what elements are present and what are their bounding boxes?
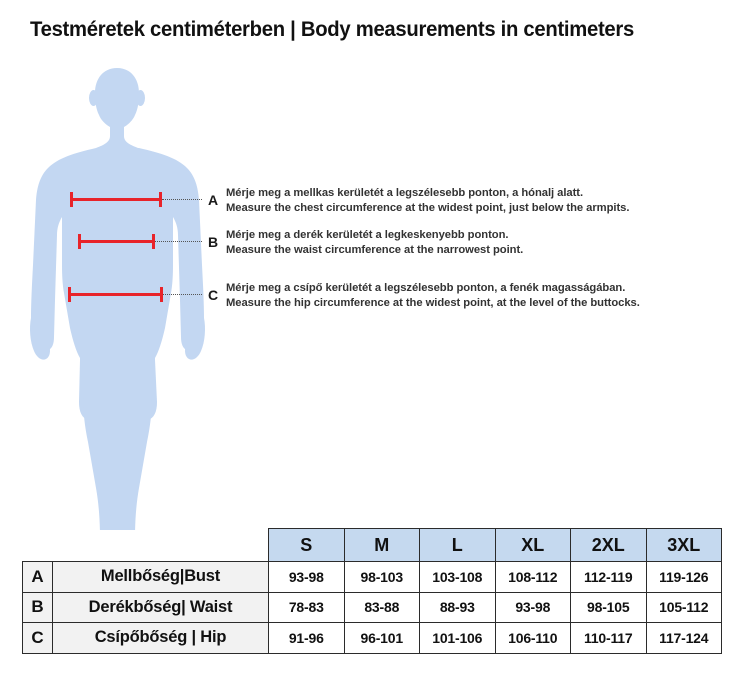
cell-bust-3xl: 119-126 <box>645 561 722 593</box>
leader-line-a <box>162 199 202 200</box>
cell-hip-2xl: 110-117 <box>570 622 647 654</box>
leader-line-b <box>155 241 202 242</box>
row-name-bust: Mellbőség|Bust <box>52 561 269 593</box>
size-header-m: M <box>343 528 420 562</box>
measure-line-b <box>78 240 155 243</box>
measure-letter-b: B <box>207 234 219 250</box>
description-b: Mérje meg a derék kerületét a legkeskeny… <box>226 228 726 258</box>
cell-bust-s: 93-98 <box>268 561 345 593</box>
cell-hip-m: 96-101 <box>343 622 420 654</box>
size-table: S M L XL 2XL 3XL A Mellbőség|Bust 93-98 … <box>22 528 722 654</box>
description-c-en: Measure the hip circumference at the wid… <box>226 297 640 309</box>
description-a: Mérje meg a mellkas kerületét a legszéle… <box>226 186 726 216</box>
cell-hip-xl: 106-110 <box>494 622 571 654</box>
size-header-l: L <box>419 528 496 562</box>
cell-waist-2xl: 98-105 <box>570 591 647 623</box>
cell-waist-3xl: 105-112 <box>645 591 722 623</box>
measure-cap-a-right <box>159 192 162 207</box>
header-spacer-letter <box>23 529 53 562</box>
cell-bust-2xl: 112-119 <box>570 561 647 593</box>
cell-waist-m: 83-88 <box>343 591 420 623</box>
table-row: C Csípőbőség | Hip 91-96 96-101 101-106 … <box>22 622 722 654</box>
row-name-hip: Csípőbőség | Hip <box>52 622 269 654</box>
table-header-row: S M L XL 2XL 3XL <box>23 528 722 562</box>
measure-cap-c-right <box>160 287 163 302</box>
row-letter-b: B <box>22 591 53 623</box>
measure-cap-a-left <box>70 192 73 207</box>
measure-cap-b-right <box>152 234 155 249</box>
size-header-xl: XL <box>494 528 571 562</box>
row-letter-a: A <box>22 561 53 593</box>
body-figure: A B C <box>0 60 250 530</box>
table-row: B Derékbőség| Waist 78-83 83-88 88-93 93… <box>22 591 722 623</box>
description-a-en: Measure the chest circumference at the w… <box>226 202 630 214</box>
table-row: A Mellbőség|Bust 93-98 98-103 103-108 10… <box>22 561 722 593</box>
cell-hip-l: 101-106 <box>419 622 496 654</box>
measure-cap-b-left <box>78 234 81 249</box>
cell-bust-xl: 108-112 <box>494 561 571 593</box>
row-letter-c: C <box>22 622 53 654</box>
size-header-s: S <box>268 528 345 562</box>
measure-letter-a: A <box>207 192 219 208</box>
row-name-waist: Derékbőség| Waist <box>52 591 269 623</box>
size-header-2xl: 2XL <box>570 528 647 562</box>
description-a-hu: Mérje meg a mellkas kerületét a legszéle… <box>226 187 584 199</box>
measure-line-a <box>70 198 162 201</box>
cell-waist-xl: 93-98 <box>494 591 571 623</box>
cell-hip-s: 91-96 <box>268 622 345 654</box>
cell-waist-l: 88-93 <box>419 591 496 623</box>
description-c-hu: Mérje meg a csípő kerületét a legszélese… <box>226 282 626 294</box>
description-b-en: Measure the waist circumference at the n… <box>226 244 524 256</box>
measure-line-c <box>68 293 163 296</box>
description-c: Mérje meg a csípő kerületét a legszélese… <box>226 281 726 311</box>
cell-waist-s: 78-83 <box>268 591 345 623</box>
cell-bust-l: 103-108 <box>419 561 496 593</box>
header-spacer-name <box>53 529 269 562</box>
measure-cap-c-left <box>68 287 71 302</box>
cell-hip-3xl: 117-124 <box>645 622 722 654</box>
cell-bust-m: 98-103 <box>343 561 420 593</box>
size-header-3xl: 3XL <box>645 528 722 562</box>
page-title: Testméretek centiméterben | Body measure… <box>30 18 634 41</box>
size-table-element: S M L XL 2XL 3XL A Mellbőség|Bust 93-98 … <box>22 528 722 654</box>
description-b-hu: Mérje meg a derék kerületét a legkeskeny… <box>226 229 509 241</box>
leader-line-c <box>163 294 202 295</box>
measure-letter-c: C <box>207 287 219 303</box>
